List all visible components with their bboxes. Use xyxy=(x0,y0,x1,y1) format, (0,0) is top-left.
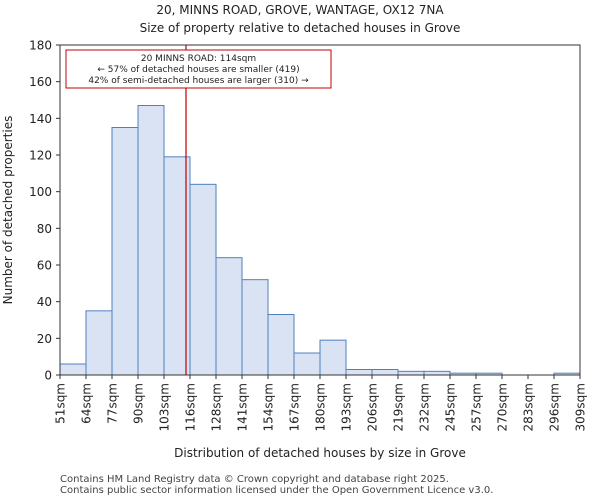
x-tick-label: 128sqm xyxy=(210,383,224,431)
y-tick-label: 100 xyxy=(29,185,52,199)
histogram-bar xyxy=(293,352,321,376)
x-tick-label: 232sqm xyxy=(418,383,432,431)
x-tick-label: 206sqm xyxy=(366,383,380,431)
y-tick-label: 180 xyxy=(29,39,52,53)
x-tick-label: 257sqm xyxy=(470,383,484,431)
y-tick-label: 40 xyxy=(37,295,52,309)
histogram-bar xyxy=(85,310,113,376)
y-tick-label: 140 xyxy=(29,112,52,126)
chart-subtitle: Size of property relative to detached ho… xyxy=(140,21,461,35)
histogram-bar xyxy=(267,314,295,376)
y-tick-label: 120 xyxy=(29,149,52,163)
y-tick-label: 0 xyxy=(44,369,52,383)
x-tick-label: 154sqm xyxy=(262,383,276,431)
x-tick-label: 283sqm xyxy=(522,383,536,431)
annotation-line-3: 42% of semi-detached houses are larger (… xyxy=(88,76,309,86)
x-tick-label: 296sqm xyxy=(548,383,562,431)
x-tick-label: 180sqm xyxy=(314,383,328,431)
y-tick-label: 160 xyxy=(29,75,52,89)
histogram-bar xyxy=(189,183,217,376)
annotation-line-1: 20 MINNS ROAD: 114sqm xyxy=(141,54,256,64)
x-tick-label: 309sqm xyxy=(574,383,588,431)
histogram-bar xyxy=(397,370,425,376)
chart-title: 20, MINNS ROAD, GROVE, WANTAGE, OX12 7NA xyxy=(156,3,444,17)
x-tick-label: 193sqm xyxy=(340,383,354,431)
x-tick-label: 90sqm xyxy=(132,383,146,424)
histogram-bar xyxy=(215,257,243,376)
plot-frame xyxy=(59,44,581,376)
x-tick-label: 141sqm xyxy=(236,383,250,431)
y-tick-label: 80 xyxy=(37,222,52,236)
x-axis-ticks: 51sqm 64sqm 77sqm 90sqm 103sqm 116sqm 128sqm 14… xyxy=(54,375,588,431)
x-tick-label: 116sqm xyxy=(184,383,198,431)
histogram-bar xyxy=(59,363,87,376)
bar-series xyxy=(59,105,581,376)
y-axis-label: Number of detached properties xyxy=(1,116,15,305)
x-tick-label: 103sqm xyxy=(158,383,172,431)
x-tick-label: 51sqm xyxy=(54,383,68,424)
histogram-bar xyxy=(345,369,373,376)
x-tick-label: 270sqm xyxy=(496,383,510,431)
y-axis-ticks: 0 20 40 60 80 100 120 140 160 180 xyxy=(29,39,60,383)
footer-licence-line: Contains public sector information licen… xyxy=(60,485,494,496)
histogram-bar xyxy=(319,339,347,376)
x-tick-label: 77sqm xyxy=(106,383,120,424)
footer-copyright-line: Contains HM Land Registry data © Crown c… xyxy=(60,474,449,485)
histogram-bar xyxy=(241,279,269,376)
x-tick-label: 167sqm xyxy=(288,383,302,431)
histogram-chart: 20, MINNS ROAD, GROVE, WANTAGE, OX12 7NA… xyxy=(1,3,588,460)
x-tick-label: 245sqm xyxy=(444,383,458,431)
y-tick-label: 20 xyxy=(37,332,52,346)
x-axis-label: Distribution of detached houses by size … xyxy=(174,446,466,460)
histogram-bar xyxy=(423,370,451,376)
histogram-bar xyxy=(371,369,399,376)
x-tick-label: 64sqm xyxy=(80,383,94,424)
histogram-bar xyxy=(111,127,139,376)
annotation-box xyxy=(65,49,332,89)
y-tick-label: 60 xyxy=(37,259,52,273)
x-tick-label: 219sqm xyxy=(392,383,406,431)
histogram-bar xyxy=(137,105,165,376)
annotation-line-2: ← 57% of detached houses are smaller (41… xyxy=(97,65,299,75)
